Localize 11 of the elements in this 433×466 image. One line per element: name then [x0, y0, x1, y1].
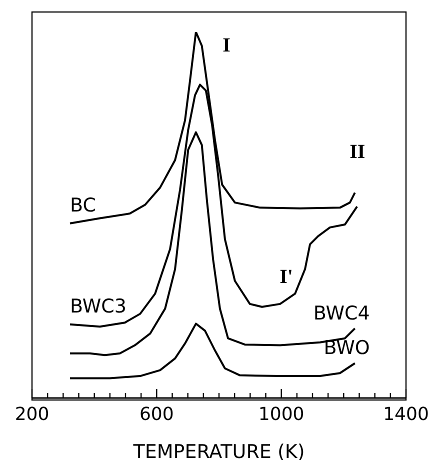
x-tick-label: 600 [139, 404, 174, 425]
series-label: BC [70, 194, 96, 216]
series-label: BWC3 [70, 295, 127, 318]
x-tick-label: 1000 [258, 404, 304, 425]
series-label: BWO [324, 337, 370, 360]
x-tick-label: 200 [14, 404, 50, 425]
series-label: BWC4 [313, 302, 370, 324]
annotation: I' [280, 266, 293, 288]
annotation: II [350, 141, 366, 164]
annotation: I [222, 34, 231, 56]
x-tick-label: 1400 [383, 404, 429, 425]
